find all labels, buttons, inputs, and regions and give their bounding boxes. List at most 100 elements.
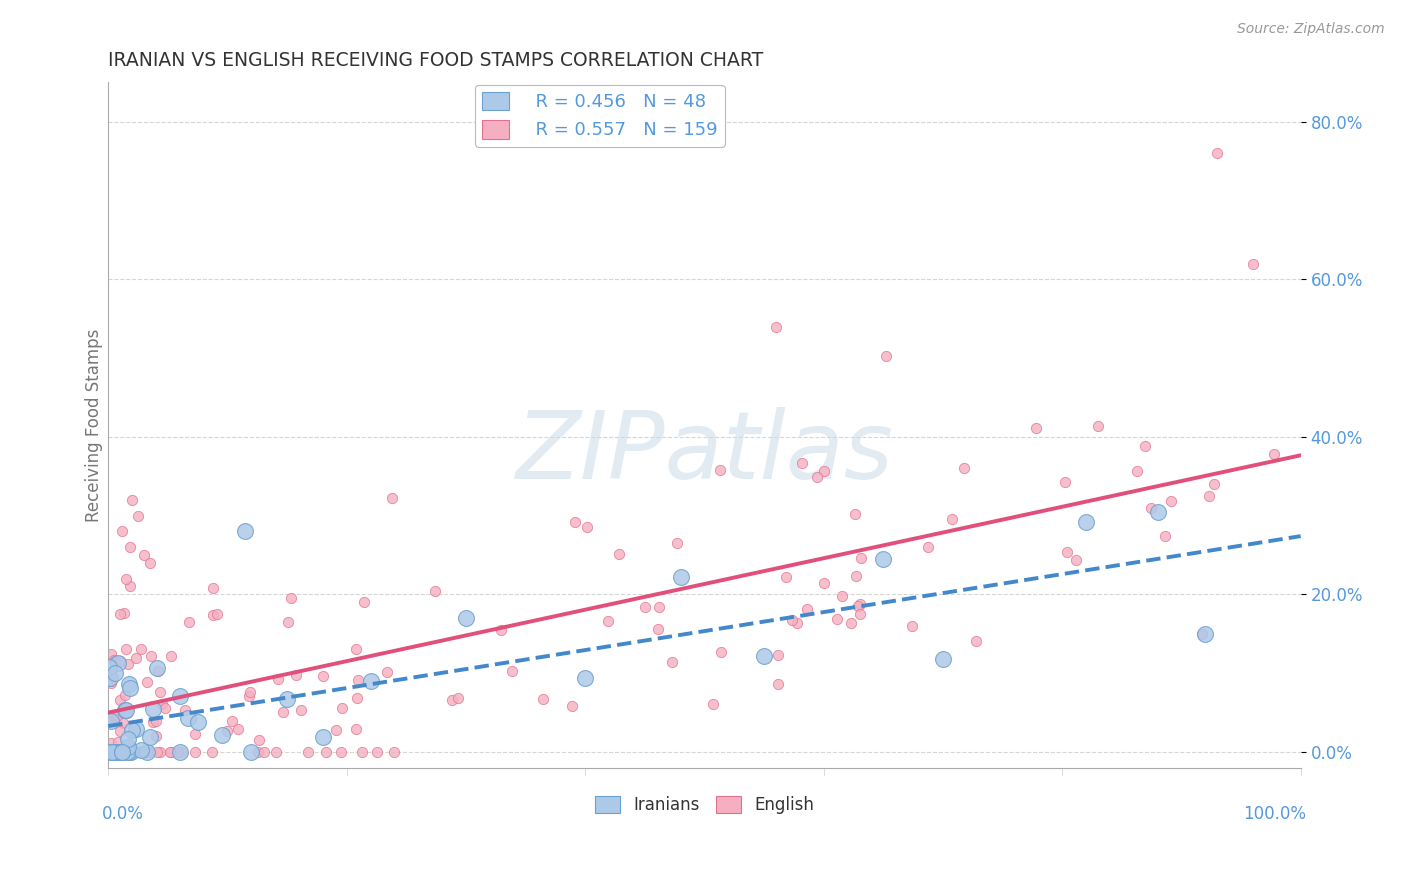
Point [806, 469, 828, 483]
Point [131, 642, 153, 657]
Point [381, 491, 404, 505]
Point [111, 524, 134, 539]
Point [187, 714, 209, 729]
Point [329, 745, 352, 759]
Point [122, 745, 145, 759]
Point [1202, 477, 1225, 491]
Point [118, 745, 141, 759]
Point [100, 676, 122, 690]
Point [1194, 627, 1216, 641]
Point [1198, 489, 1220, 503]
Point [786, 615, 808, 630]
Y-axis label: Receiving Food Stamps: Receiving Food Stamps [86, 328, 103, 522]
Point [205, 607, 228, 621]
Point [104, 745, 127, 759]
Point [108, 692, 131, 706]
Point [107, 657, 129, 671]
Text: 0.0%: 0.0% [103, 805, 143, 823]
Point [183, 745, 205, 759]
Point [221, 714, 243, 729]
Point [423, 583, 446, 598]
Point [1125, 464, 1147, 478]
Point [125, 651, 148, 665]
Point [702, 697, 724, 711]
Point [360, 674, 382, 689]
Point [100, 736, 122, 750]
Point [247, 733, 270, 747]
Point [849, 597, 872, 611]
Point [98, 671, 121, 685]
Point [169, 745, 191, 759]
Point [813, 464, 835, 478]
Point [238, 685, 260, 699]
Point [136, 674, 159, 689]
Point [666, 536, 689, 550]
Point [352, 745, 374, 759]
Point [104, 710, 127, 724]
Point [709, 645, 731, 659]
Point [115, 572, 138, 586]
Point [344, 722, 367, 736]
Point [267, 672, 290, 686]
Point [100, 714, 122, 728]
Point [177, 711, 200, 725]
Text: Source: ZipAtlas.com: Source: ZipAtlas.com [1237, 22, 1385, 37]
Point [752, 648, 775, 663]
Point [100, 674, 122, 689]
Point [122, 742, 145, 756]
Point [117, 731, 139, 746]
Point [129, 743, 152, 757]
Point [131, 745, 153, 759]
Point [609, 547, 631, 561]
Point [845, 569, 868, 583]
Point [108, 745, 131, 759]
Point [169, 689, 191, 703]
Point [115, 703, 138, 717]
Point [252, 745, 274, 759]
Point [312, 669, 335, 683]
Point [132, 548, 155, 562]
Point [111, 716, 134, 731]
Point [813, 576, 835, 591]
Point [264, 745, 287, 759]
Point [325, 723, 347, 737]
Point [1025, 421, 1047, 435]
Point [344, 642, 367, 657]
Point [1087, 418, 1109, 433]
Point [115, 745, 138, 759]
Point [145, 661, 167, 675]
Point [145, 729, 167, 743]
Point [124, 745, 146, 759]
Point [215, 723, 238, 738]
Point [669, 570, 692, 584]
Point [796, 602, 818, 616]
Point [105, 708, 128, 723]
Point [118, 677, 141, 691]
Point [839, 615, 862, 630]
Point [121, 723, 143, 738]
Point [149, 745, 172, 759]
Point [1146, 504, 1168, 518]
Point [150, 697, 173, 711]
Point [100, 745, 122, 759]
Point [782, 613, 804, 627]
Point [941, 512, 963, 526]
Text: 100.0%: 100.0% [1244, 805, 1306, 823]
Point [1160, 494, 1182, 508]
Point [775, 569, 797, 583]
Point [111, 745, 134, 759]
Point [118, 540, 141, 554]
Point [353, 595, 375, 609]
Point [489, 623, 512, 637]
Point [766, 676, 789, 690]
Point [145, 714, 167, 728]
Point [138, 745, 160, 759]
Point [382, 745, 405, 759]
Point [454, 611, 477, 625]
Point [647, 623, 669, 637]
Point [844, 507, 866, 521]
Point [111, 745, 134, 759]
Point [142, 702, 165, 716]
Point [501, 665, 523, 679]
Point [846, 599, 869, 614]
